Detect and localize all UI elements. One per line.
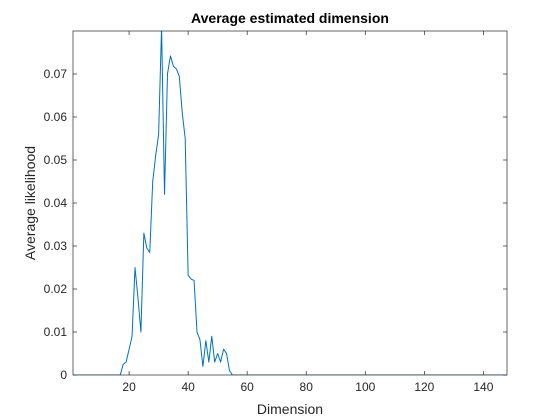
x-tick-label: 80	[300, 380, 314, 394]
axes-box	[72, 30, 508, 376]
ticks: 20 40 60 80 100 120 140 0 0.01 0.02 0.03 0.04 0.05 0.…	[44, 31, 507, 394]
y-tick-label: 0.02	[44, 282, 68, 296]
chart-title: Average estimated dimension	[191, 10, 389, 26]
x-tick-label: 120	[414, 380, 434, 394]
x-axis-label: Dimension	[257, 401, 323, 417]
x-tick-label: 60	[241, 380, 255, 394]
y-tick-label: 0.07	[44, 67, 68, 81]
y-tick-label: 0.04	[44, 196, 68, 210]
series-layer	[73, 31, 507, 375]
y-tick-label: 0.01	[44, 325, 68, 339]
plot-area-background	[73, 31, 507, 375]
y-tick-label: 0.03	[44, 239, 68, 253]
y-tick-label: 0.06	[44, 110, 68, 124]
x-tick-label: 40	[181, 380, 195, 394]
series-line-0	[73, 31, 507, 375]
x-tick-label: 100	[355, 380, 375, 394]
x-tick-label: 140	[473, 380, 493, 394]
y-tick-label: 0	[60, 368, 67, 382]
x-tick-label: 20	[122, 380, 136, 394]
y-axis-label: Average likelihood	[22, 146, 38, 260]
y-tick-label: 0.05	[44, 153, 68, 167]
